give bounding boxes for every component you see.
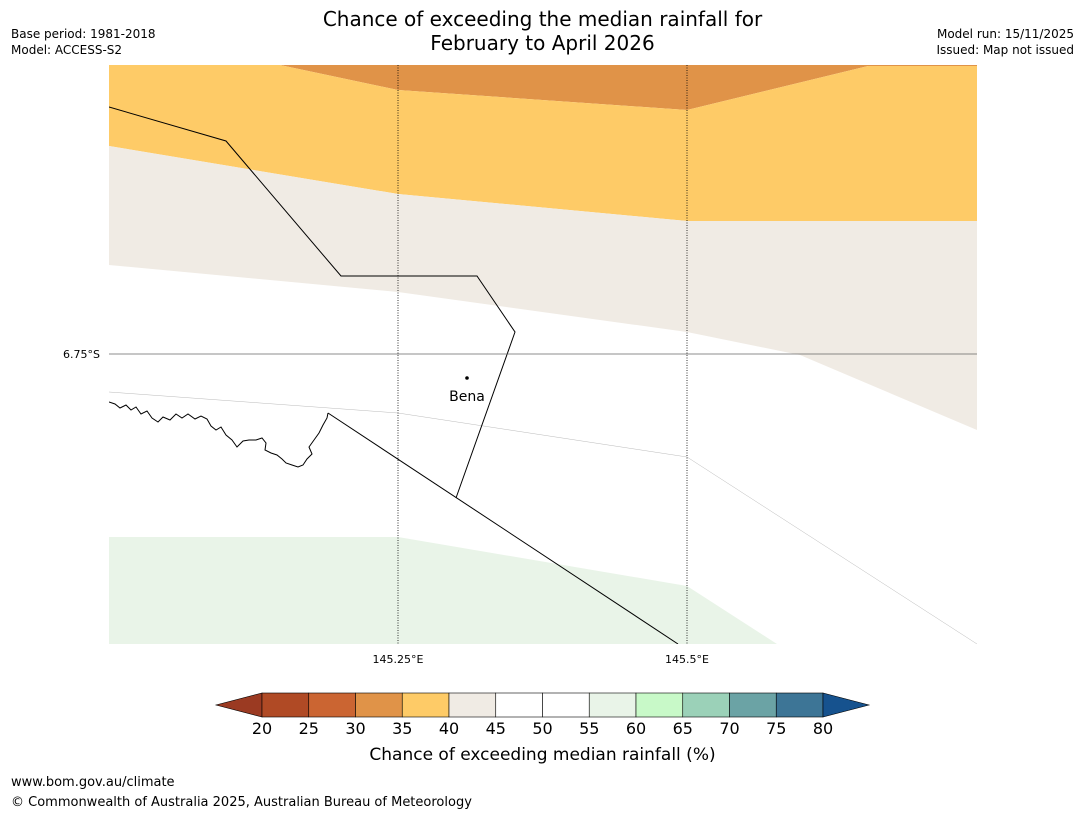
colorbar-tick-label: 80 bbox=[812, 719, 834, 738]
longitude-label-1: 145.25°E bbox=[373, 653, 424, 666]
colorbar-extend-high bbox=[822, 692, 871, 718]
colorbar-tick-label: 40 bbox=[438, 719, 460, 738]
colorbar-tick-labels: 20 25 30 35 40 45 50 55 60 65 70 75 80 bbox=[0, 719, 1085, 741]
colorbar-segment bbox=[401, 692, 450, 718]
colorbar bbox=[214, 692, 871, 718]
base-period: Base period: 1981-2018 bbox=[11, 27, 156, 41]
colorbar-tick-label: 70 bbox=[719, 719, 740, 738]
colorbar-segment bbox=[308, 692, 356, 718]
colorbar-segment bbox=[635, 692, 684, 718]
title-line-2: February to April 2026 bbox=[430, 31, 655, 55]
colorbar-segment bbox=[355, 692, 403, 718]
colorbar-tick-label: 30 bbox=[345, 719, 366, 738]
colorbar-segment bbox=[775, 692, 824, 718]
boundary-line-b bbox=[327, 412, 679, 644]
colorbar-segment bbox=[448, 692, 497, 718]
boundary-line-a bbox=[109, 106, 516, 499]
colorbar-segment bbox=[729, 692, 777, 718]
meta-left: Base period: 1981-2018 Model: ACCESS-S2 bbox=[11, 26, 156, 58]
colorbar-tick-label: 20 bbox=[251, 719, 273, 738]
band-40-45 bbox=[109, 146, 977, 430]
colorbar-segment bbox=[542, 692, 590, 718]
rainfall-map: Bena 6.75°S 145.25°E 145.5°E bbox=[63, 65, 977, 666]
place-label: Bena bbox=[449, 389, 485, 405]
colorbar-tick-label: 55 bbox=[579, 719, 600, 738]
colorbar-tick-label: 45 bbox=[485, 719, 506, 738]
latitude-label: 6.75°S bbox=[63, 348, 100, 361]
longitude-label-2: 145.5°E bbox=[665, 653, 709, 666]
issued-status: Issued: Map not issued bbox=[936, 43, 1074, 57]
colorbar-tick-label: 50 bbox=[532, 719, 553, 738]
colorbar-segment bbox=[261, 692, 310, 718]
footer-url[interactable]: www.bom.gov.au/climate bbox=[11, 775, 175, 790]
place-marker bbox=[465, 376, 469, 380]
colorbar-tick-label: 60 bbox=[625, 719, 647, 738]
colorbar-tick-label: 75 bbox=[766, 719, 787, 738]
model-name: Model: ACCESS-S2 bbox=[11, 43, 123, 57]
meta-right: Model run: 15/11/2025 Issued: Map not is… bbox=[936, 26, 1074, 58]
colorbar-segment bbox=[495, 692, 543, 718]
colorbar-title: Chance of exceeding median rainfall (%) bbox=[369, 745, 716, 765]
colorbar-tick-label: 65 bbox=[672, 719, 693, 738]
model-run: Model run: 15/11/2025 bbox=[936, 27, 1074, 41]
contour-line bbox=[109, 391, 977, 644]
colorbar-extend-low bbox=[214, 692, 263, 718]
colorbar-tick-label: 35 bbox=[392, 719, 413, 738]
band-35-40 bbox=[109, 65, 977, 221]
coastline bbox=[109, 401, 329, 468]
colorbar-tick-label: 25 bbox=[298, 719, 319, 738]
band-55-60 bbox=[109, 537, 777, 644]
band-30-35 bbox=[109, 65, 977, 110]
title-line-1: Chance of exceeding the median rainfall … bbox=[322, 7, 763, 31]
colorbar-segment bbox=[682, 692, 730, 718]
colorbar-segment bbox=[588, 692, 637, 718]
footer-copyright: © Commonwealth of Australia 2025, Austra… bbox=[11, 795, 472, 810]
map-title: Chance of exceeding the median rainfall … bbox=[0, 7, 1085, 55]
